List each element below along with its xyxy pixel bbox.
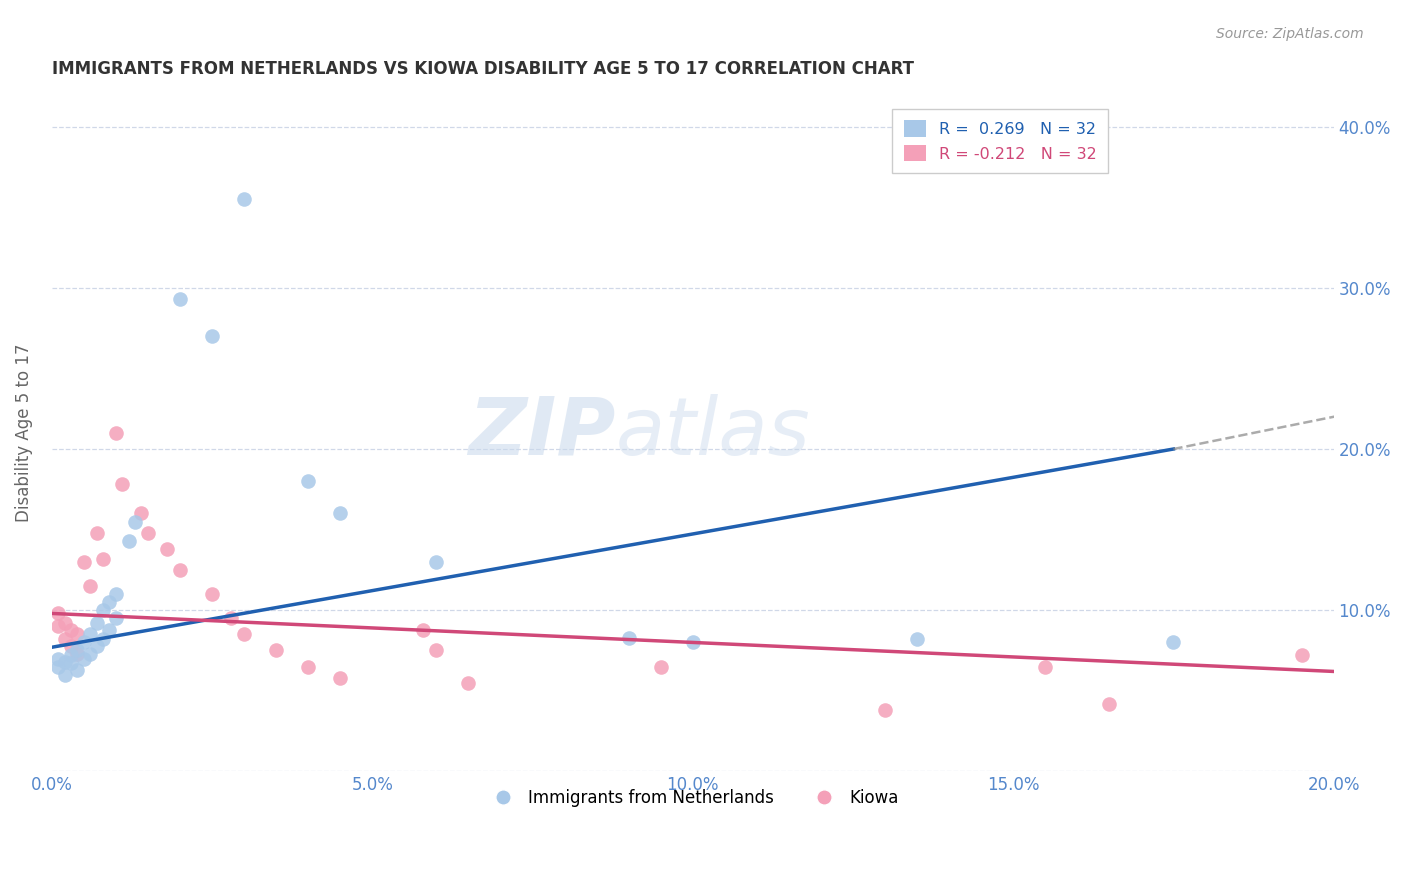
Point [104,611,127,625]
Point [104,587,127,601]
Point [329,671,352,685]
Point [233,627,256,641]
Y-axis label: Disability Age 5 to 17: Disability Age 5 to 17 [15,343,32,522]
Point [53,632,76,647]
Point [59,639,82,653]
Point [118,533,141,548]
Point [98,595,121,609]
Point [46,607,69,621]
Point [98,623,121,637]
Point [329,507,352,521]
Point [1033,659,1056,673]
Point [1291,648,1313,663]
Point [46,651,69,665]
Point [86,525,108,540]
Point [425,555,447,569]
Point [66,647,89,661]
Point [219,611,242,625]
Point [264,643,287,657]
Point [73,651,96,665]
Point [297,475,319,489]
Point [59,657,82,671]
Point [91,603,114,617]
Point [66,643,89,657]
Point [136,525,159,540]
Point [66,627,89,641]
Point [131,507,153,521]
Point [156,541,179,556]
Text: Source: ZipAtlas.com: Source: ZipAtlas.com [1216,27,1364,41]
Text: atlas: atlas [616,394,810,472]
Point [46,619,69,633]
Point [233,192,256,206]
Point [682,635,704,649]
Point [53,667,76,681]
Text: ZIP: ZIP [468,394,616,472]
Point [59,648,82,663]
Point [617,631,640,645]
Point [124,515,146,529]
Point [905,632,928,647]
Point [73,555,96,569]
Point [111,477,134,491]
Point [79,579,101,593]
Point [412,623,434,637]
Point [73,635,96,649]
Point [79,627,101,641]
Legend: Immigrants from Netherlands, Kiowa: Immigrants from Netherlands, Kiowa [479,782,905,814]
Point [86,616,108,631]
Point [650,659,672,673]
Point [873,703,896,717]
Point [53,616,76,631]
Point [91,632,114,647]
Text: IMMIGRANTS FROM NETHERLANDS VS KIOWA DISABILITY AGE 5 TO 17 CORRELATION CHART: IMMIGRANTS FROM NETHERLANDS VS KIOWA DIS… [52,60,914,78]
Point [425,643,447,657]
Point [297,659,319,673]
Point [169,292,191,306]
Point [1163,635,1185,649]
Point [59,623,82,637]
Point [79,647,101,661]
Point [53,655,76,669]
Point [201,587,224,601]
Point [46,659,69,673]
Point [1098,697,1121,711]
Point [201,329,224,343]
Point [91,551,114,566]
Point [86,639,108,653]
Point [457,675,479,690]
Point [104,425,127,440]
Point [66,663,89,677]
Point [169,563,191,577]
